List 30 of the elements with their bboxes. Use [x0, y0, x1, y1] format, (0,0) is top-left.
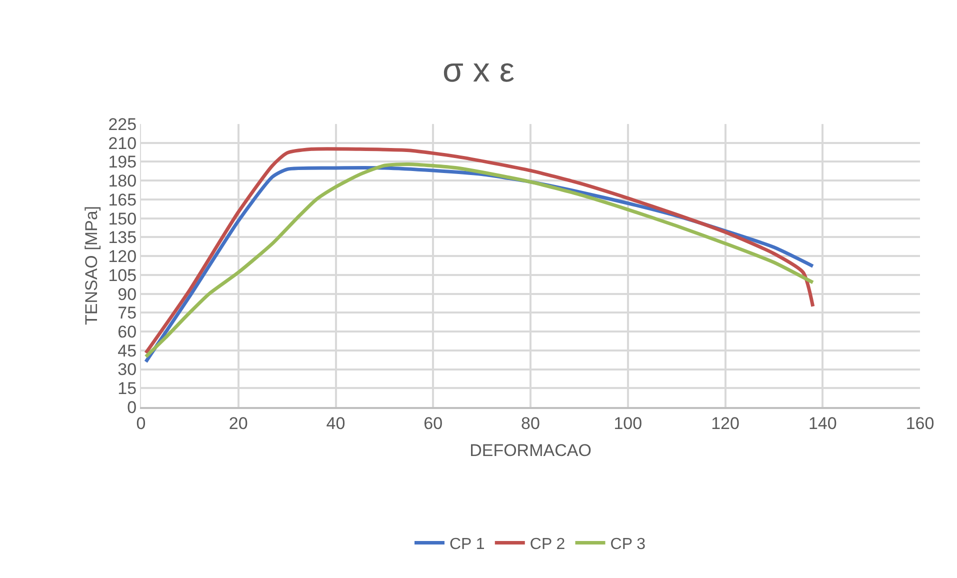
x-axis-title: DEFORMACAO	[470, 441, 592, 460]
y-tick-label: 75	[118, 304, 137, 323]
y-tick-label: 90	[118, 284, 137, 304]
y-tick-label: 105	[108, 266, 137, 285]
x-tick-label: 100	[614, 414, 642, 434]
y-axis-title: TENSAO [MPa]	[82, 206, 101, 326]
y-tick-label: 135	[108, 228, 137, 248]
legend-label: CP 3	[610, 536, 646, 553]
x-tick-label: 60	[424, 414, 443, 434]
y-tick-label: 0	[127, 398, 137, 417]
chart-title: σ x ε	[442, 51, 515, 90]
y-tick-label: 30	[118, 360, 137, 380]
y-tick-label: 180	[108, 172, 137, 191]
y-tick-label: 45	[118, 341, 137, 360]
y-tick-label: 195	[108, 152, 137, 172]
legend-label: CP 2	[530, 536, 566, 553]
y-tick-label: 15	[118, 379, 137, 398]
legend-label: CP 1	[450, 536, 485, 553]
y-tick-label: 225	[108, 114, 137, 134]
y-tick-label: 210	[108, 134, 137, 153]
x-tick-label: 140	[808, 414, 837, 434]
y-tick-label: 165	[108, 190, 137, 210]
y-tick-label: 120	[108, 247, 137, 266]
y-tick-label: 150	[108, 209, 137, 228]
x-tick-label: 20	[228, 414, 248, 434]
x-tick-label: 120	[711, 414, 740, 434]
x-tick-label: 160	[906, 414, 934, 434]
x-tick-label: 40	[326, 414, 346, 434]
x-tick-label: 80	[521, 414, 540, 434]
y-tick-label: 60	[118, 322, 137, 342]
